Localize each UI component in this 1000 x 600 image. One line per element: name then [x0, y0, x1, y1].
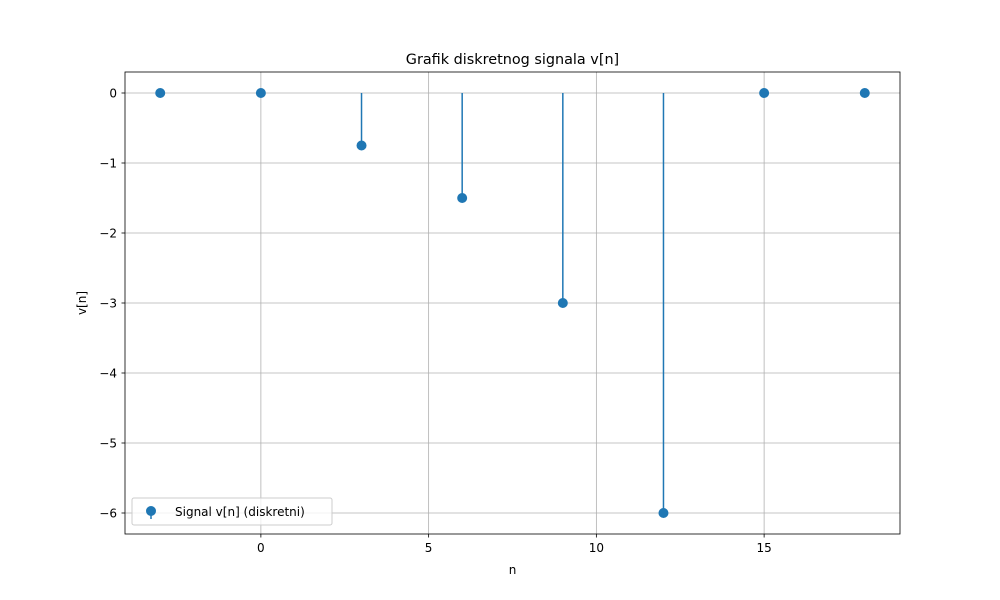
- legend: Signal v[n] (diskretni): [131, 497, 333, 526]
- y-axis-label: v[n]: [75, 291, 89, 315]
- stem-marker: [356, 140, 367, 151]
- x-tick-label: 5: [425, 541, 433, 555]
- y-tick-label: −5: [99, 437, 117, 451]
- stem-marker: [759, 88, 770, 98]
- y-tick-label: −6: [99, 507, 117, 521]
- x-tick-label: 15: [756, 541, 771, 555]
- y-tick-label: −2: [99, 227, 117, 241]
- legend-box: [131, 497, 333, 526]
- stem-marker: [658, 508, 669, 518]
- x-tick-label: 10: [589, 541, 604, 555]
- y-tick-label: 0: [109, 87, 117, 101]
- axis-ticks: 0 5 10 15 0 −1 −2 −3 −4 −5 −6: [99, 87, 771, 556]
- y-tick-label: −1: [99, 157, 117, 171]
- x-tick-label: 0: [257, 541, 265, 555]
- y-tick-label: −3: [99, 297, 117, 311]
- legend-label: Signal v[n] (diskretni): [175, 505, 305, 519]
- stem-marker: [255, 88, 266, 98]
- legend-marker-icon: [146, 506, 156, 516]
- markers: [155, 88, 870, 518]
- stem-marker: [859, 88, 870, 98]
- stem-marker: [155, 88, 166, 98]
- grid: [125, 72, 900, 534]
- stem-marker: [457, 193, 468, 203]
- x-axis-label: n: [509, 563, 517, 577]
- stems: [360, 93, 665, 513]
- chart-title: Grafik diskretnog signala v[n]: [406, 52, 619, 68]
- stem-marker: [557, 298, 568, 308]
- y-tick-label: −4: [99, 367, 117, 381]
